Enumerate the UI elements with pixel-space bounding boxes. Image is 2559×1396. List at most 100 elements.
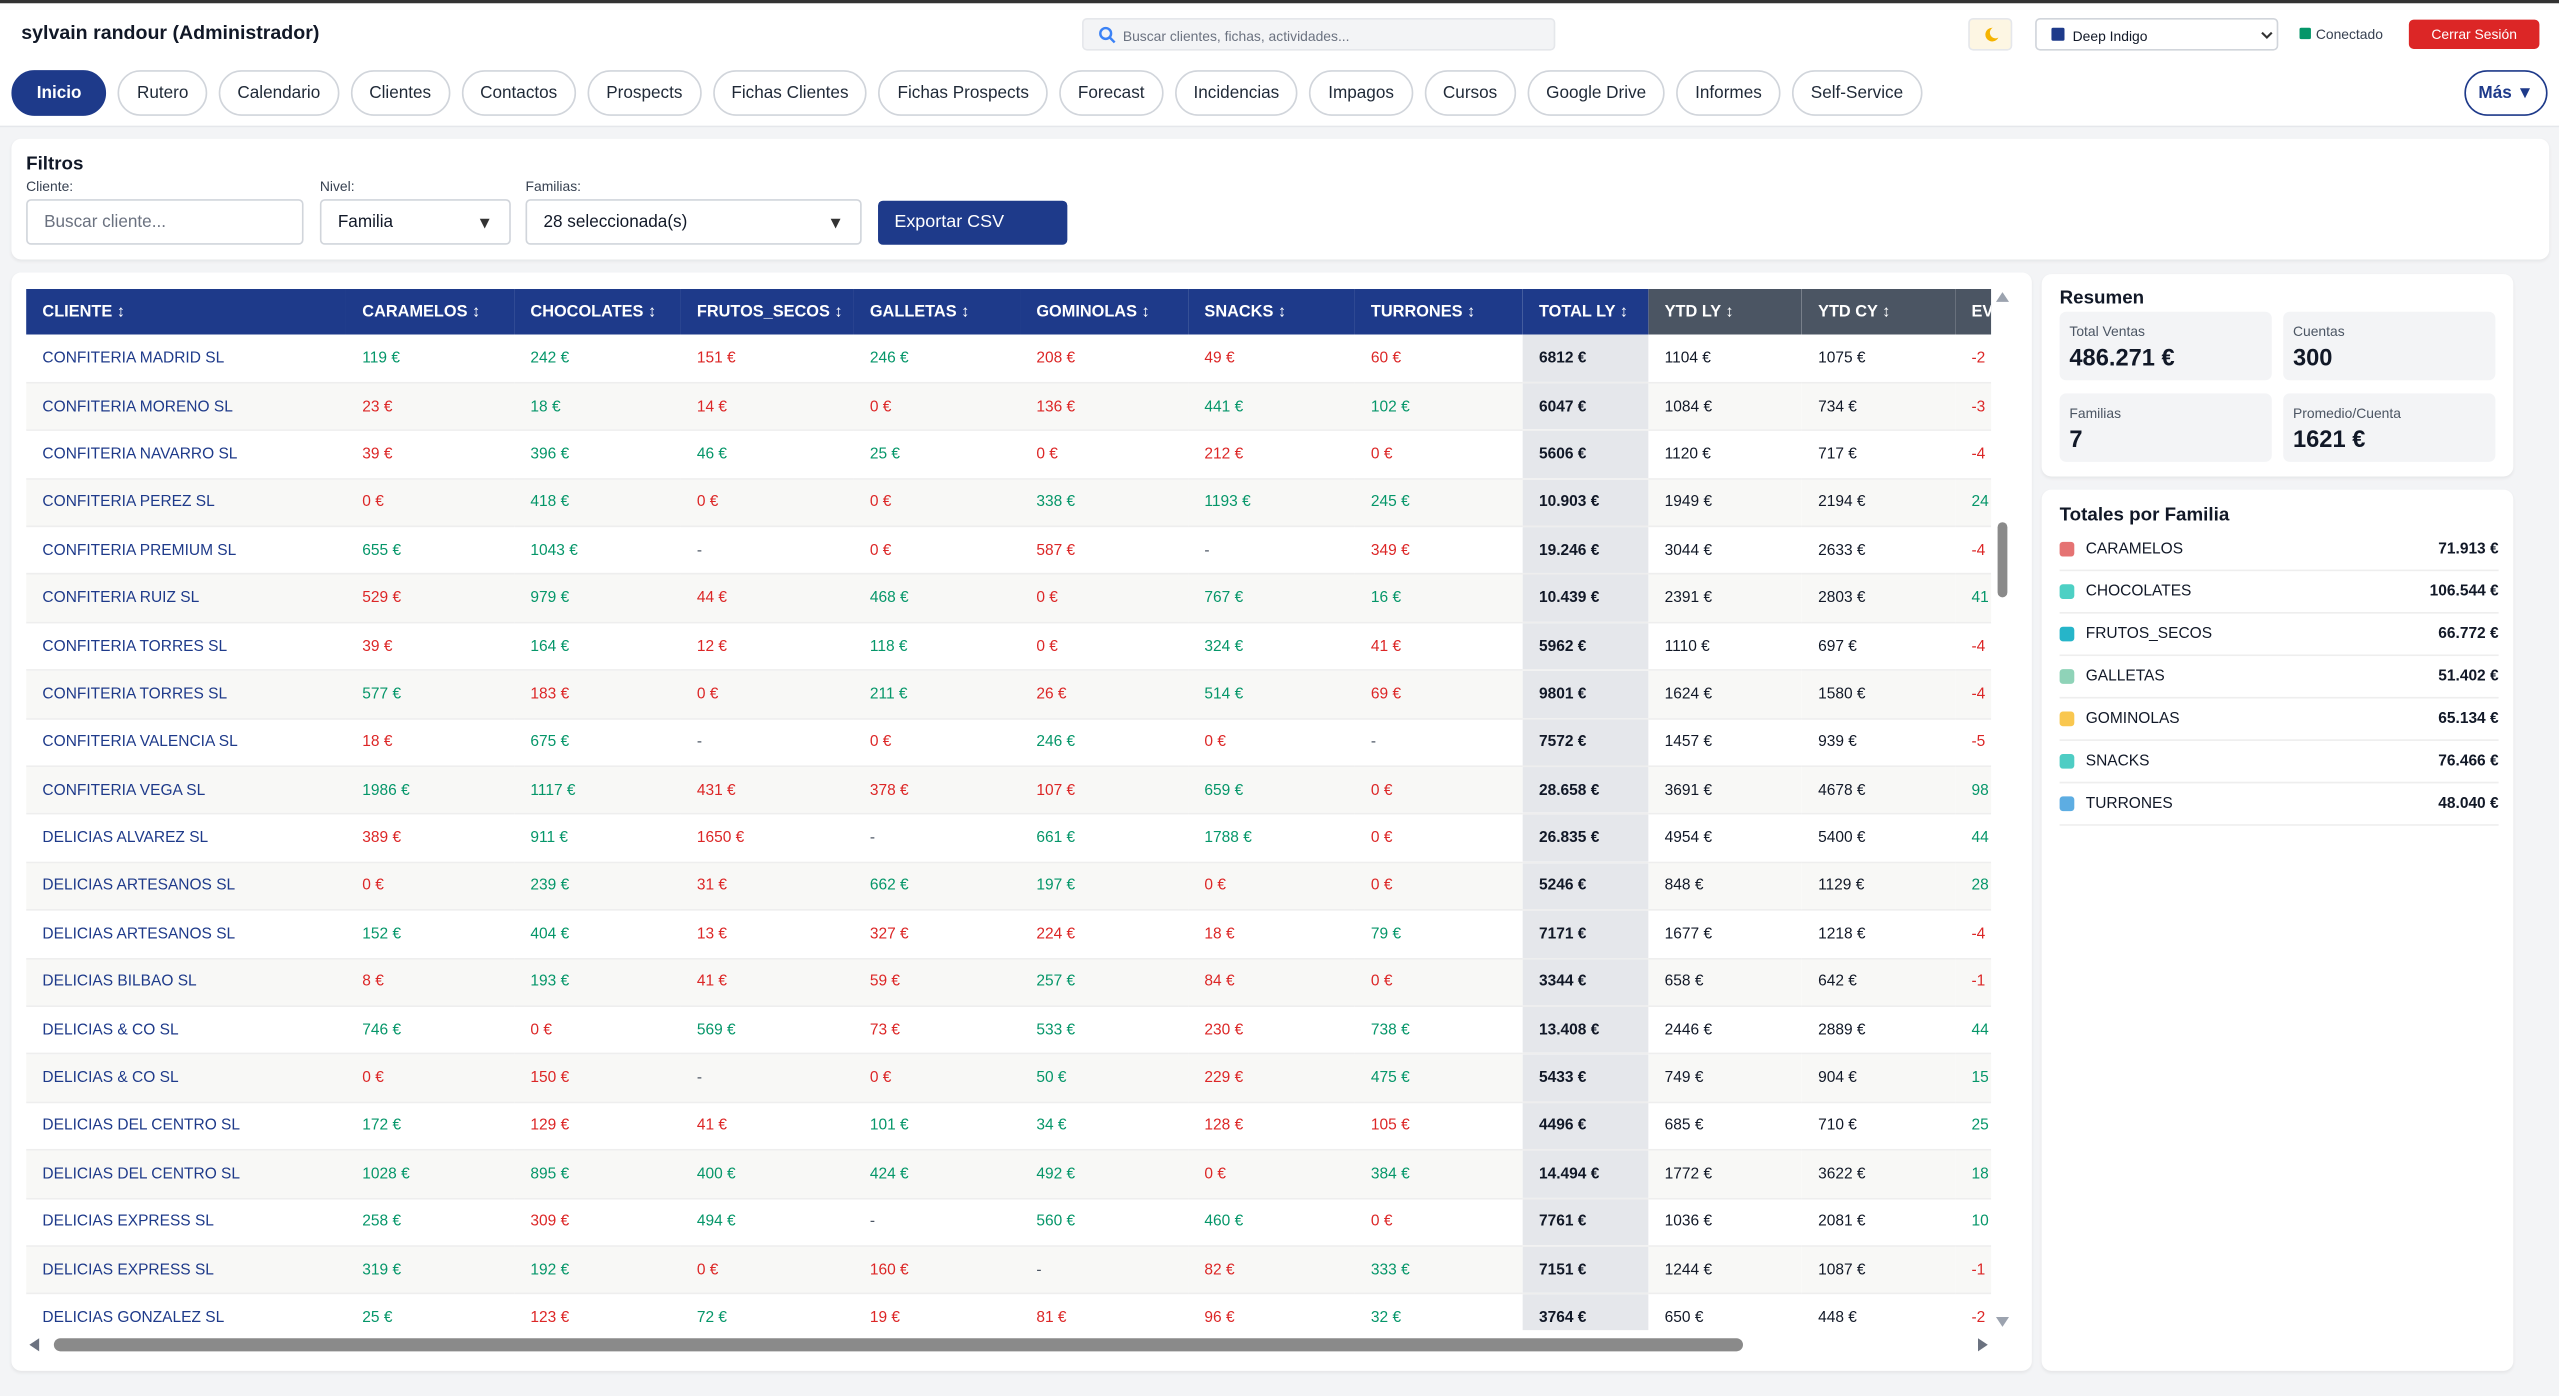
nav-item[interactable]: Fichas Prospects [878, 70, 1048, 116]
table-row: CONFITERIA MADRID SL 119 €242 €151 €246 €… [26, 334, 1992, 384]
client-link[interactable]: DELICIAS ARTESANOS SL [26, 910, 346, 959]
nav-item[interactable]: Calendario [218, 70, 340, 116]
client-link[interactable]: CONFITERIA TORRES SL [26, 670, 346, 720]
client-link[interactable]: CONFITERIA PREMIUM SL [26, 526, 346, 576]
column-header[interactable]: CLIENTE ↕ [26, 288, 346, 335]
search-box[interactable]: Buscar clientes, fichas, actividades... [1082, 17, 1556, 51]
table-cell: 8 € [345, 958, 515, 1007]
table-cell: 4954 € [1648, 814, 1802, 864]
table-cell: 2889 € [1801, 1006, 1956, 1055]
client-link[interactable]: CONFITERIA TORRES SL [26, 622, 346, 672]
client-link[interactable]: CONFITERIA MORENO SL [26, 382, 346, 432]
search-icon [1099, 26, 1116, 44]
table-cell: 212 € [1188, 430, 1355, 480]
client-link[interactable]: CONFITERIA RUIZ SL [26, 574, 346, 624]
family-value: 66.772 € [2438, 625, 2499, 644]
nav-item[interactable]: Prospects [587, 70, 702, 116]
client-link[interactable]: CONFITERIA PEREZ SL [26, 478, 346, 528]
family-swatch [2059, 584, 2075, 599]
table-cell: 1949 € [1648, 478, 1802, 528]
client-link[interactable]: DELICIAS BILBAO SL [26, 958, 346, 1007]
table-cell: - [680, 526, 854, 576]
table-cell: 1193 € [1188, 478, 1355, 528]
table-cell: 32 € [1354, 1293, 1523, 1331]
nav-item[interactable]: Fichas Clientes [712, 70, 868, 116]
table-cell: 41 € [680, 1102, 854, 1151]
table-cell: 16 € [1354, 574, 1523, 624]
table-cell: 6812 € [1522, 334, 1649, 384]
nav-item[interactable]: Rutero [118, 70, 208, 116]
column-header[interactable]: FRUTOS_SECOS ↕ [680, 288, 854, 335]
logout-button[interactable]: Cerrar Sesión [2408, 19, 2540, 49]
nav-item[interactable]: Inicio [11, 70, 107, 116]
client-link[interactable]: DELICIAS DEL CENTRO SL [26, 1102, 346, 1151]
table-cell: 2194 € [1801, 478, 1956, 528]
horizontal-scrollbar[interactable] [26, 1337, 1991, 1353]
table-cell: 152 € [345, 910, 515, 959]
nav-item[interactable]: Contactos [461, 70, 577, 116]
more-button[interactable]: Más ▼ [2464, 70, 2548, 116]
table-cell: 0 € [853, 1054, 1021, 1103]
column-header[interactable]: YTD CY ↕ [1801, 288, 1956, 335]
client-link[interactable]: DELICIAS ARTESANOS SL [26, 862, 346, 911]
table-cell: 160 € [853, 1245, 1021, 1295]
summary-card: Resumen Total Ventas 486.271 € Cuentas 300 F… [2041, 274, 2514, 477]
table-cell: 746 € [345, 1006, 515, 1055]
nav-item[interactable]: Google Drive [1527, 70, 1665, 116]
client-link[interactable]: CONFITERIA MADRID SL [26, 334, 346, 384]
nivel-select[interactable]: Familia [319, 199, 511, 245]
client-link[interactable]: DELICIAS GONZALEZ SL [26, 1293, 346, 1331]
table-cell: 2391 € [1648, 574, 1802, 624]
nav-item[interactable]: Incidencias [1174, 70, 1299, 116]
table-cell: 0 € [680, 478, 854, 528]
client-link[interactable]: CONFITERIA VEGA SL [26, 766, 346, 816]
client-link[interactable]: DELICIAS & CO SL [26, 1054, 346, 1103]
table-cell: 1043 € [514, 526, 681, 576]
vertical-scrollbar[interactable] [1994, 289, 2010, 1330]
client-link[interactable]: DELICIAS ALVAREZ SL [26, 814, 346, 864]
table-cell: 658 € [1648, 958, 1802, 1007]
familias-select[interactable]: 28 seleccionada(s) [525, 199, 862, 245]
nav-item[interactable]: Informes [1676, 70, 1781, 116]
client-link[interactable]: DELICIAS & CO SL [26, 1006, 346, 1055]
client-link[interactable]: DELICIAS EXPRESS SL [26, 1245, 346, 1295]
table-cell: 0 € [345, 478, 515, 528]
table-cell: -5 [1955, 718, 1992, 768]
table-cell: 0 € [1354, 958, 1523, 1007]
column-header[interactable]: YTD LY ↕ [1648, 288, 1802, 335]
cliente-input[interactable]: Buscar cliente... [26, 199, 304, 245]
client-link[interactable]: CONFITERIA NAVARRO SL [26, 430, 346, 480]
table-cell: 41 [1955, 574, 1992, 624]
column-header[interactable]: EV [1955, 288, 1992, 335]
column-header[interactable]: GOMINOLAS ↕ [1020, 288, 1189, 335]
column-header[interactable]: CARAMELOS ↕ [345, 288, 515, 335]
column-header[interactable]: TURRONES ↕ [1354, 288, 1523, 335]
nav-item[interactable]: Forecast [1059, 70, 1164, 116]
theme-select[interactable]: Deep Indigo [2035, 17, 2279, 51]
family-swatch [2059, 626, 2075, 642]
client-link[interactable]: DELICIAS EXPRESS SL [26, 1197, 346, 1247]
client-link[interactable]: DELICIAS DEL CENTRO SL [26, 1149, 346, 1199]
table-cell: 28.658 € [1522, 766, 1649, 816]
nav-item[interactable]: Clientes [350, 70, 450, 116]
export-button[interactable]: Exportar CSV [878, 200, 1068, 245]
nav-item[interactable]: Impagos [1309, 70, 1413, 116]
table-cell: 79 € [1354, 910, 1523, 959]
table-cell: 239 € [514, 862, 681, 911]
table-cell: 105 € [1354, 1102, 1523, 1151]
table-row: DELICIAS EXPRESS SL 319 €192 €0 €160 € -82… [26, 1245, 1992, 1295]
table-cell: 150 € [514, 1054, 681, 1103]
client-link[interactable]: CONFITERIA VALENCIA SL [26, 718, 346, 768]
theme-toggle[interactable] [1968, 17, 2013, 51]
nav-item[interactable]: Self-Service [1792, 70, 1922, 116]
nav-item[interactable]: Cursos [1424, 70, 1516, 116]
table-cell: 5246 € [1522, 862, 1649, 911]
nav-bar: Inicio Rutero Calendario Clientes Contactos P… [0, 62, 2559, 128]
column-header[interactable]: CHOCOLATES ↕ [514, 288, 681, 335]
table-cell: 242 € [514, 334, 681, 384]
column-header[interactable]: SNACKS ↕ [1188, 288, 1355, 335]
column-header[interactable]: TOTAL LY ↕ [1522, 288, 1649, 335]
table-cell: 18 [1955, 1149, 1992, 1199]
column-header[interactable]: GALLETAS ↕ [853, 288, 1021, 335]
table-cell: 685 € [1648, 1102, 1802, 1151]
